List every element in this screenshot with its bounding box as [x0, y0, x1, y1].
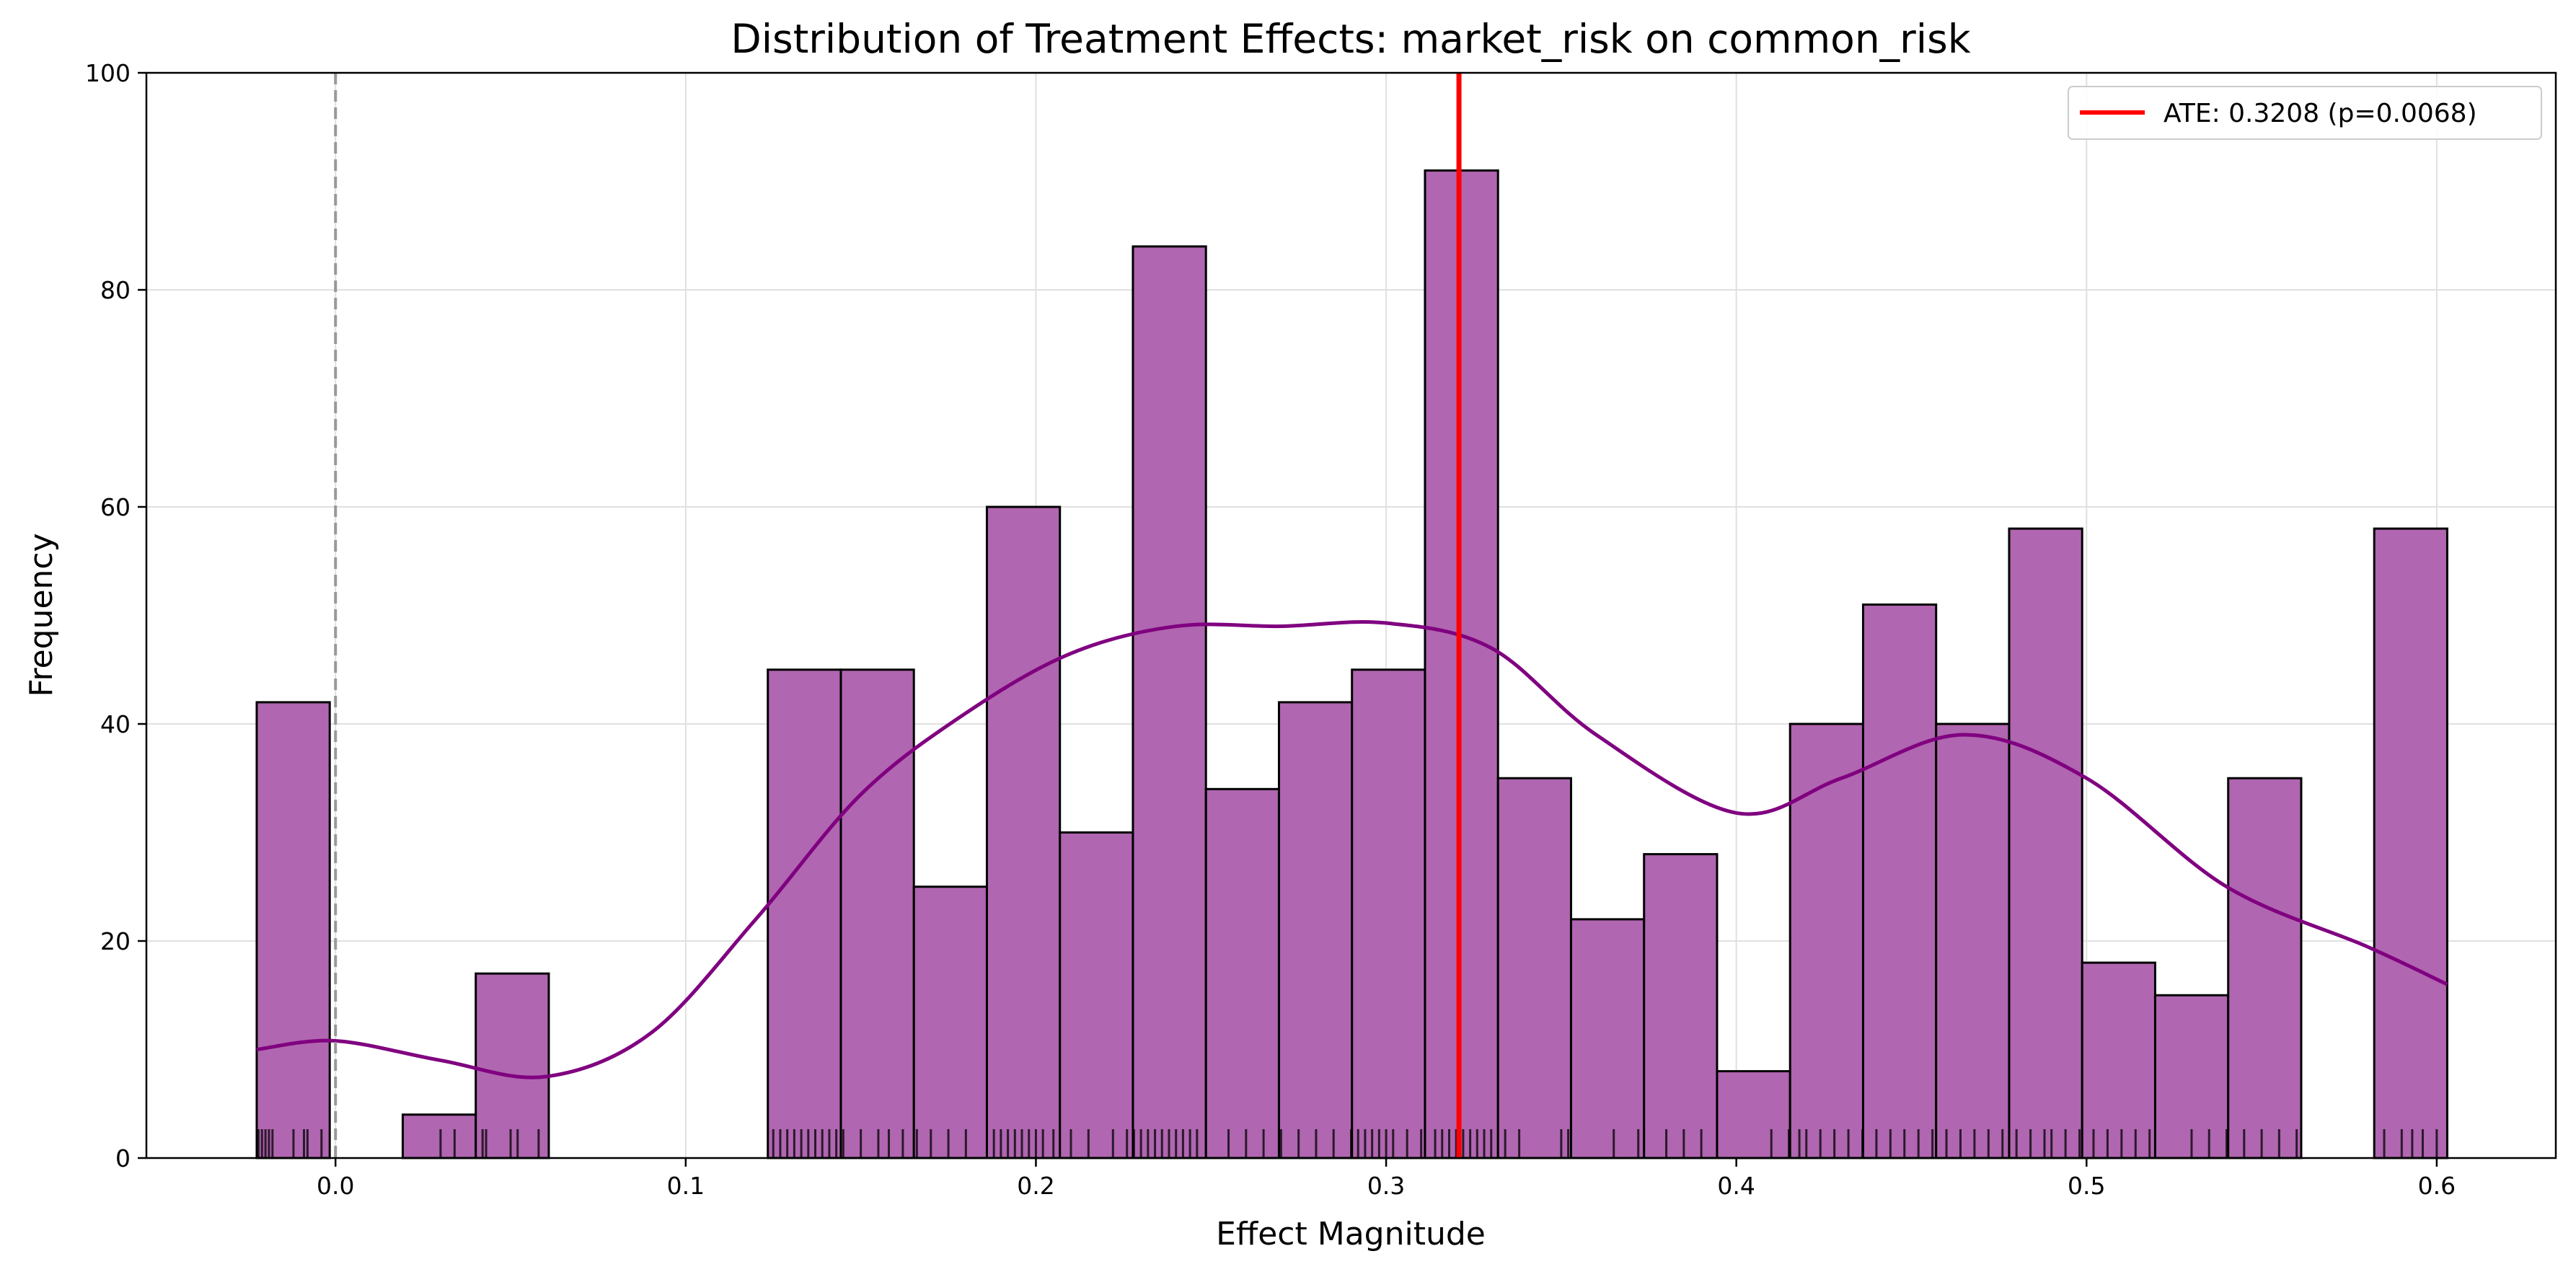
y-axis-label: Frequency [23, 533, 60, 697]
y-tick-label-0: 0 [115, 1144, 131, 1172]
x-axis-label: Effect Magnitude [1216, 1216, 1486, 1252]
histogram-bar-17 [1496, 777, 1572, 1159]
y-axis-ticks: 0 20 40 60 80 100 [85, 59, 146, 1172]
legend-box [2068, 86, 2542, 140]
kde-curve-group [256, 619, 2448, 1079]
x-axis-ticks: 0.0 0.1 0.2 0.3 0.4 0.5 0.6 [317, 1158, 2456, 1200]
histogram-bar-0 [255, 701, 331, 1159]
histogram-bar-25 [2081, 961, 2156, 1159]
histogram-bar-18 [1569, 918, 1646, 1159]
x-tick-label-2: 0.2 [1017, 1172, 1054, 1200]
histogram-bar-20 [1716, 1070, 1791, 1159]
histogram-bars [255, 169, 2448, 1159]
histogram-bar-22 [1861, 603, 1938, 1159]
x-tick-label-4: 0.4 [1717, 1172, 1755, 1200]
kde-curve [256, 619, 2448, 1079]
y-tick-label-5: 100 [85, 59, 131, 87]
y-tick-label-2: 40 [100, 710, 131, 738]
histogram-bar-23 [1935, 723, 2011, 1159]
histogram-bar-8 [839, 668, 915, 1159]
histogram-bar-7 [767, 668, 842, 1159]
y-tick-label-1: 20 [100, 927, 131, 955]
histogram-bar-9 [912, 885, 988, 1159]
histogram-bar-13 [1204, 787, 1280, 1159]
rug-marks [257, 1129, 2448, 1158]
chart-title: Distribution of Treatment Effects: marke… [731, 16, 1970, 62]
plot-area-frame [145, 71, 2557, 1159]
legend: ATE: 0.3208 (p=0.0068) [2068, 86, 2542, 140]
histogram-bar-21 [1788, 723, 1864, 1159]
y-tick-label-4: 80 [100, 276, 131, 304]
histogram-bar-27 [2227, 777, 2303, 1159]
reference-lines [334, 73, 1462, 1158]
histogram-bar-14 [1277, 701, 1354, 1159]
x-tick-label-3: 0.3 [1367, 1172, 1405, 1200]
histogram-bar-19 [1643, 853, 1719, 1159]
histogram-bar-29 [2373, 527, 2448, 1159]
histogram-bar-15 [1351, 668, 1426, 1159]
histogram-bar-24 [2008, 527, 2083, 1159]
histogram-bar-11 [1059, 831, 1134, 1159]
legend-label-ate: ATE: 0.3208 (p=0.0068) [2163, 99, 2477, 128]
x-tick-label-6: 0.6 [2418, 1172, 2456, 1200]
histogram-bar-16 [1424, 169, 1499, 1159]
histogram-bar-2 [401, 1113, 477, 1159]
histogram-bar-12 [1132, 245, 1207, 1159]
y-tick-label-3: 60 [100, 493, 131, 521]
x-tick-label-1: 0.1 [667, 1172, 705, 1200]
x-tick-label-5: 0.5 [2068, 1172, 2105, 1200]
x-tick-label-0: 0.0 [317, 1172, 354, 1200]
histogram-bar-10 [985, 505, 1062, 1159]
